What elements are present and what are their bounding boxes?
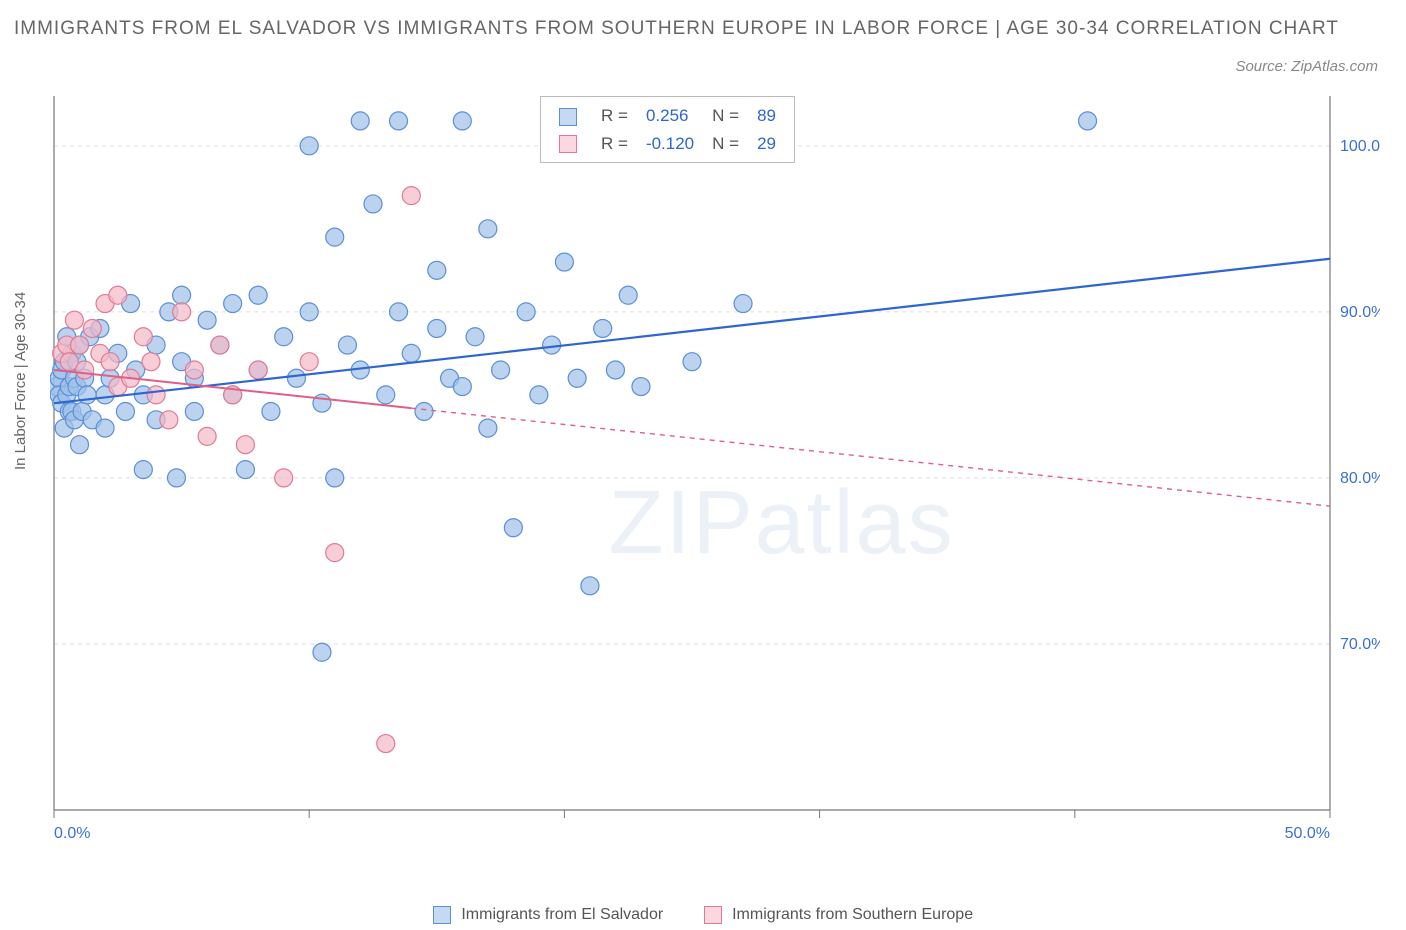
legend-item-southern-europe: Immigrants from Southern Europe — [704, 906, 973, 924]
n-value: 89 — [749, 103, 784, 129]
chart-svg: 70.0% 80.0% 90.0% 100.0% 0.0% 50.0% — [50, 92, 1380, 852]
source-credit: Source: ZipAtlas.com — [1235, 58, 1378, 75]
n-label: N = — [704, 131, 747, 157]
svg-text:70.0%: 70.0% — [1340, 636, 1380, 653]
r-label: R = — [593, 131, 636, 157]
plot-area: 70.0%80.0%90.0%100.0%0.0%50.0% ZIPatlas — [50, 92, 1380, 852]
chart-title: IMMIGRANTS FROM EL SALVADOR VS IMMIGRANT… — [14, 14, 1392, 44]
legend-swatch-icon — [704, 906, 722, 924]
legend-label: Immigrants from Southern Europe — [732, 906, 973, 923]
n-value: 29 — [749, 131, 784, 157]
svg-text:90.0%: 90.0% — [1340, 304, 1380, 321]
n-label: N = — [704, 103, 747, 129]
series-legend: Immigrants from El Salvador Immigrants f… — [0, 906, 1406, 924]
svg-text:50.0%: 50.0% — [1285, 825, 1330, 842]
r-label: R = — [593, 103, 636, 129]
y-axis-label: In Labor Force | Age 30-34 — [12, 292, 29, 470]
svg-text:100.0%: 100.0% — [1340, 138, 1380, 155]
svg-text:80.0%: 80.0% — [1340, 470, 1380, 487]
correlation-legend-box: R =0.256N =89 R =-0.120N =29 — [540, 96, 795, 163]
r-value: -0.120 — [638, 131, 702, 157]
legend-swatch-icon — [433, 906, 451, 924]
legend-label: Immigrants from El Salvador — [461, 906, 663, 923]
r-value: 0.256 — [638, 103, 702, 129]
legend-swatch-icon — [559, 135, 577, 153]
legend-item-el-salvador: Immigrants from El Salvador — [433, 906, 663, 924]
legend-swatch-icon — [559, 108, 577, 126]
svg-text:0.0%: 0.0% — [54, 825, 90, 842]
